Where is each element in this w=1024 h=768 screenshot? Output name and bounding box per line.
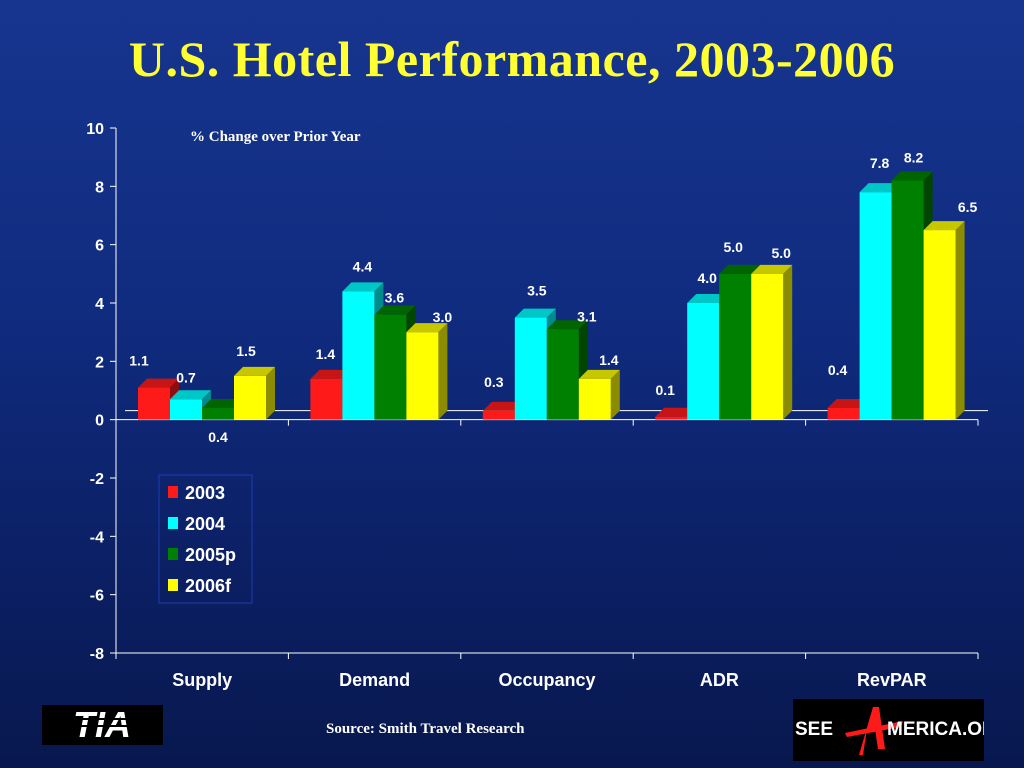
- legend-label-2005p: 2005p: [185, 545, 236, 565]
- data-label-adr-2006f: 5.0: [771, 245, 791, 261]
- data-label-occupancy-2006f: 1.4: [599, 352, 619, 368]
- bar-adr-2005p: [719, 273, 752, 420]
- y-tick-label: 6: [95, 238, 104, 255]
- bar-demand-2005p: [374, 314, 407, 420]
- y-tick-label: 10: [86, 121, 104, 138]
- see-america-logo-right: MERICA.ORG: [887, 719, 984, 740]
- bar-revpar-2003-top: [827, 399, 869, 408]
- category-label-demand: Demand: [339, 670, 410, 690]
- bar-occupancy-2006f: [578, 378, 611, 420]
- bar-adr-2005p-top: [719, 264, 761, 274]
- data-label-demand-2004: 4.4: [353, 258, 373, 274]
- bar-revpar-2003: [827, 408, 860, 420]
- data-label-adr-2004: 4.0: [697, 270, 717, 286]
- data-label-supply-2004: 0.7: [176, 369, 196, 385]
- data-label-supply-2006f: 1.5: [236, 343, 256, 359]
- bar-occupancy-2003: [482, 410, 515, 420]
- bar-demand-2006f: [406, 332, 439, 420]
- y-tick-label: -6: [90, 588, 104, 605]
- bar-adr-2004: [687, 303, 720, 420]
- bar-revpar-2005p-top: [891, 171, 933, 181]
- bar-adr-2004-top: [687, 294, 729, 303]
- legend-box: [158, 474, 253, 604]
- bar-adr-2006f-side: [783, 264, 793, 420]
- bar-supply-2003-top: [138, 378, 179, 388]
- see-america-logo: SEE MERICA.ORG: [793, 699, 1011, 761]
- bar-occupancy-2006f-top: [578, 369, 620, 379]
- legend-swatch-2004: [168, 517, 178, 529]
- y-tick-label: 2: [95, 354, 104, 371]
- legend-label-2004: 2004: [185, 514, 225, 534]
- y-tick-label: 8: [95, 179, 104, 196]
- legend-swatch-2003: [168, 486, 178, 498]
- bar-supply-2006f-side: [266, 366, 275, 420]
- data-label-supply-2003: 1.1: [129, 353, 149, 369]
- star-a-icon: [845, 707, 903, 755]
- bar-demand-2006f-side: [438, 323, 448, 420]
- bar-adr-2006f-top: [751, 264, 793, 274]
- bar-demand-2006f-top: [406, 323, 448, 333]
- see-america-logo-left: SEE: [795, 719, 833, 740]
- data-label-occupancy-2003: 0.3: [484, 374, 504, 390]
- data-label-revpar-2006f: 6.5: [958, 199, 978, 215]
- bar-adr-2006f: [751, 273, 784, 420]
- legend-label-2003: 2003: [185, 483, 225, 503]
- bar-revpar-2006f: [923, 230, 956, 420]
- chart-subtitle: % Change over Prior Year: [190, 129, 361, 145]
- bar-demand-2003-top: [310, 369, 352, 379]
- category-label-occupancy: Occupancy: [498, 670, 595, 690]
- bar-occupancy-2005p: [546, 329, 579, 420]
- data-label-occupancy-2005p: 3.1: [577, 308, 597, 324]
- y-tick-label: -4: [90, 529, 104, 546]
- tia-logo-text: TIA: [73, 705, 131, 745]
- source-text: Source: Smith Travel Research: [326, 721, 525, 737]
- bar-revpar-2006f-side: [955, 221, 965, 420]
- y-tick-label: 4: [95, 296, 104, 313]
- bar-supply-2006f-top: [234, 366, 275, 376]
- legend-swatch-2005p: [168, 548, 178, 560]
- bar-occupancy-2003-top: [482, 401, 524, 411]
- data-label-adr-2003: 0.1: [655, 382, 675, 398]
- bar-supply-2005p: [202, 408, 234, 420]
- legend-label-2006f: 2006f: [185, 576, 232, 596]
- data-label-demand-2005p: 3.6: [385, 290, 405, 306]
- bar-adr-2003-top: [655, 407, 697, 417]
- bar-demand-2004: [342, 291, 375, 420]
- bar-revpar-2004: [859, 192, 892, 420]
- data-label-demand-2006f: 3.0: [433, 309, 453, 325]
- bar-supply-2004: [170, 399, 202, 420]
- data-label-revpar-2003: 0.4: [828, 362, 848, 378]
- bar-demand-2005p-top: [374, 305, 416, 315]
- bar-supply-2005p-top: [202, 399, 243, 408]
- data-label-demand-2003: 1.4: [316, 346, 336, 362]
- data-label-supply-2005p: 0.4: [208, 429, 228, 445]
- bar-revpar-2004-top: [859, 183, 901, 193]
- slide-title: U.S. Hotel Performance, 2003-2006: [128, 31, 896, 87]
- bar-occupancy-2005p-top: [546, 320, 588, 330]
- data-label-revpar-2005p: 8.2: [904, 150, 924, 166]
- bar-occupancy-2006f-side: [610, 369, 620, 420]
- bar-supply-2004-top: [170, 390, 211, 400]
- data-label-adr-2005p: 5.0: [723, 239, 743, 255]
- bar-supply-2003: [138, 387, 170, 420]
- bar-revpar-2006f-top: [923, 221, 965, 231]
- bar-occupancy-2004: [514, 317, 547, 420]
- category-label-adr: ADR: [700, 670, 739, 690]
- category-label-supply: Supply: [172, 670, 232, 690]
- tia-logo: TIA: [42, 704, 163, 745]
- y-tick-label: -2: [90, 471, 104, 488]
- y-tick-label: 0: [95, 413, 104, 430]
- legend-swatch-2006f: [168, 579, 178, 591]
- bar-demand-2004-top: [342, 282, 384, 292]
- bar-revpar-2005p: [891, 180, 924, 420]
- data-label-occupancy-2004: 3.5: [527, 283, 547, 299]
- bar-occupancy-2004-top: [514, 308, 556, 318]
- category-label-revpar: RevPAR: [857, 670, 927, 690]
- y-tick-label: -8: [90, 646, 104, 663]
- bar-adr-2003: [655, 416, 688, 420]
- bar-supply-2006f: [234, 375, 266, 420]
- bar-demand-2003: [310, 378, 343, 420]
- data-label-revpar-2004: 7.8: [870, 155, 890, 171]
